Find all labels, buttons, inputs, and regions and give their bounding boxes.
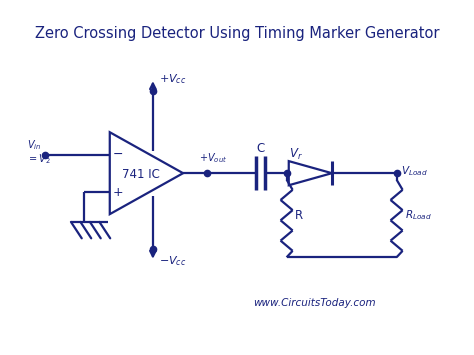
Text: $R_{Load}$: $R_{Load}$	[405, 208, 432, 222]
Text: C: C	[256, 142, 265, 155]
Text: $=V_2$: $=V_2$	[27, 152, 51, 165]
Text: $+V_{cc}$: $+V_{cc}$	[158, 72, 186, 86]
Text: R: R	[295, 209, 303, 222]
Text: $V_r$: $V_r$	[289, 147, 302, 162]
Text: $V_{Load}$: $V_{Load}$	[401, 164, 428, 178]
Text: $+V_{out}$: $+V_{out}$	[199, 152, 228, 165]
Text: Zero Crossing Detector Using Timing Marker Generator: Zero Crossing Detector Using Timing Mark…	[35, 26, 439, 40]
Text: $-V_{cc}$: $-V_{cc}$	[158, 254, 186, 268]
Text: www.CircuitsToday.com: www.CircuitsToday.com	[253, 297, 376, 307]
Text: $-$: $-$	[112, 147, 123, 160]
Text: $V_{in}$: $V_{in}$	[27, 138, 41, 152]
Text: $+$: $+$	[112, 186, 123, 199]
Text: 741 IC: 741 IC	[122, 168, 160, 181]
